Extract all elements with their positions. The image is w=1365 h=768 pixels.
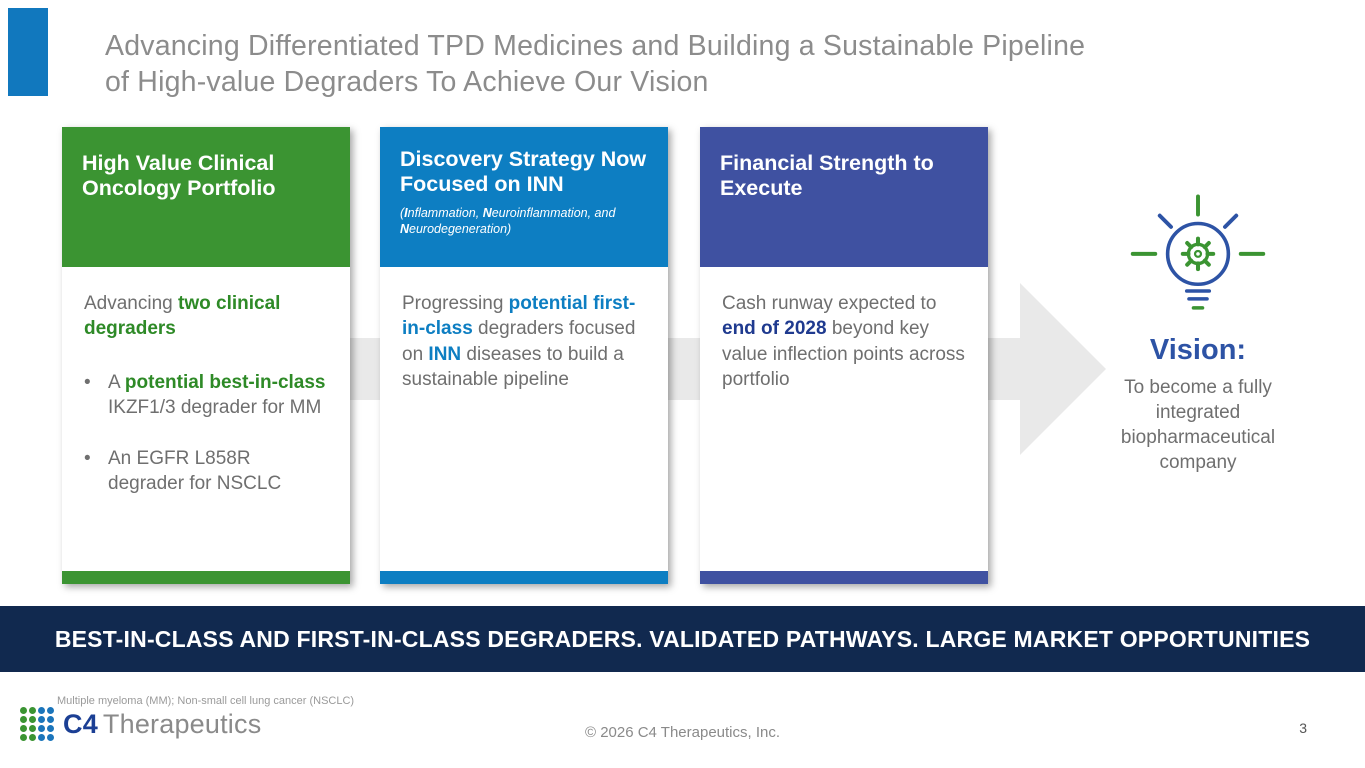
card-oncology: High Value Clinical Oncology Portfolio A… xyxy=(62,127,350,584)
title-line-2: of High-value Degraders To Achieve Our V… xyxy=(105,66,709,99)
bullet-icon: • xyxy=(84,448,91,470)
card-discovery-subheader: (Inflammation, Neuroinflammation, and Ne… xyxy=(400,205,616,236)
logo-c4: C4 xyxy=(63,708,98,739)
card-discovery: Discovery Strategy Now Focused on INN (I… xyxy=(380,127,668,584)
card-oncology-title: High Value Clinical Oncology Portfolio xyxy=(82,151,276,201)
list-item: • A potential best-in-class IKZF1/3 degr… xyxy=(84,370,328,421)
card-financial-body: Cash runway expected to end of 2028 beyo… xyxy=(700,267,988,571)
logo-therapeutics: Therapeutics xyxy=(102,708,262,739)
card-oncology-header: High Value Clinical Oncology Portfolio xyxy=(62,127,350,267)
bullet-icon: • xyxy=(84,371,91,393)
card-financial-text: Cash runway expected to end of 2028 beyo… xyxy=(722,293,965,390)
key-message-text: BEST-IN-CLASS AND FIRST-IN-CLASS DEGRADE… xyxy=(54,625,1311,652)
card-financial-title: Financial Strength to Execute xyxy=(720,151,934,201)
card-discovery-title: Discovery Strategy Now Focused on INN xyxy=(400,147,647,197)
vision-label: Vision: xyxy=(1149,334,1247,366)
bullet-text: A potential best-in-class IKZF1/3 degrad… xyxy=(108,371,326,418)
lightbulb-gear-icon xyxy=(1130,194,1266,310)
card-financial: Financial Strength to Execute Cash runwa… xyxy=(700,127,988,584)
title-line-1: Advancing Differentiated TPD Medicines a… xyxy=(105,30,1086,62)
page-number: 3 xyxy=(1299,720,1307,736)
slide-title: Advancing Differentiated TPD Medicines a… xyxy=(105,28,1295,101)
bullet-text: An EGFR L858R degrader for NSCLC xyxy=(108,448,282,495)
accent-bar xyxy=(8,8,48,96)
card-discovery-accent-bar xyxy=(380,571,668,584)
card-discovery-body: Progressing potential first-in-class deg… xyxy=(380,267,668,571)
card-oncology-intro: Advancing two clinical degraders xyxy=(84,293,281,340)
company-logo: C4 Therapeutics xyxy=(20,707,261,741)
card-financial-accent-bar xyxy=(700,571,988,584)
card-financial-header: Financial Strength to Execute xyxy=(700,127,988,267)
card-oncology-bullet-list: • A potential best-in-class IKZF1/3 degr… xyxy=(84,370,328,497)
vision-block: Vision: To become a fully integrated bio… xyxy=(1080,192,1316,475)
vision-text: To become a fully integrated biopharmace… xyxy=(1120,377,1276,474)
logo-text: C4 Therapeutics xyxy=(63,709,261,740)
card-discovery-header: Discovery Strategy Now Focused on INN (I… xyxy=(380,127,668,267)
card-discovery-text: Progressing potential first-in-class deg… xyxy=(402,293,636,390)
card-oncology-body: Advancing two clinical degraders • A pot… xyxy=(62,267,350,571)
logo-dots-icon xyxy=(20,707,54,741)
copyright-text: © 2026 C4 Therapeutics, Inc. xyxy=(584,724,781,741)
flow-arrow-icon xyxy=(1020,283,1106,455)
card-oncology-accent-bar xyxy=(62,571,350,584)
footnote: Multiple myeloma (MM); Non-small cell lu… xyxy=(57,695,355,707)
list-item: • An EGFR L858R degrader for NSCLC xyxy=(84,446,328,497)
key-message-banner: BEST-IN-CLASS AND FIRST-IN-CLASS DEGRADE… xyxy=(0,606,1365,672)
